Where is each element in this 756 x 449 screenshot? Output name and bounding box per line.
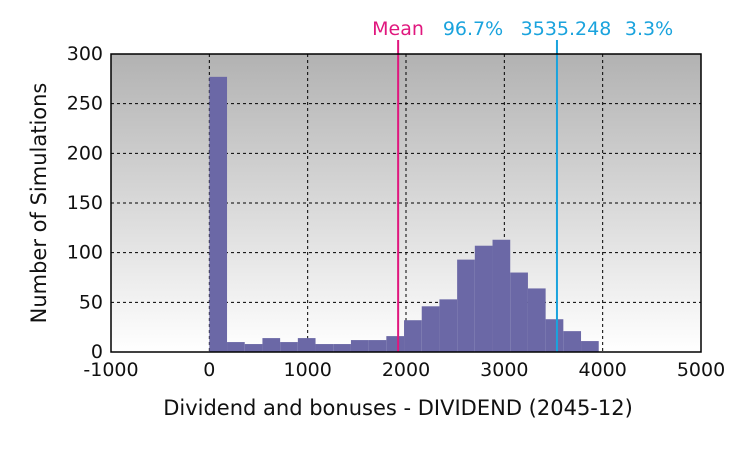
histogram-bar (209, 76, 228, 352)
marker-lines (397, 40, 558, 352)
histogram-bar (510, 272, 528, 352)
y-tick-label: 50 (79, 291, 103, 313)
mean-label: Mean (372, 18, 424, 40)
histogram-bar (244, 344, 263, 352)
x-tick-label: 1000 (283, 359, 331, 381)
bars (209, 76, 599, 352)
x-axis-ticks: -1000 0 1000 2000 3000 4000 5000 (83, 359, 725, 381)
histogram-bar (404, 320, 422, 352)
plot-frame (110, 53, 702, 353)
histogram-bar (227, 342, 245, 352)
histogram-bar (297, 338, 316, 352)
histogram-bar (439, 299, 458, 352)
x-tick-label: 0 (203, 359, 215, 381)
y-tick-label: 200 (67, 142, 103, 164)
histogram-bar (280, 342, 298, 352)
histogram-bar (527, 288, 546, 352)
x-tick-label: 5000 (677, 359, 725, 381)
histogram-bar (581, 341, 599, 352)
histogram-bar (315, 344, 334, 352)
x-tick-label: -1000 (83, 359, 138, 381)
histogram-bar (492, 239, 511, 352)
y-tick-label: 150 (67, 192, 103, 214)
histogram-bar (457, 259, 475, 352)
histogram-bar (386, 336, 405, 352)
histogram-bar (421, 306, 440, 352)
x-tick-label: 2000 (382, 359, 430, 381)
y-tick-label: 250 (67, 93, 103, 115)
histogram-bar (368, 340, 387, 352)
y-tick-label: 300 (67, 43, 103, 65)
x-axis-label: Dividend and bonuses - DIVIDEND (2045-12… (163, 396, 633, 420)
x-tick-label: 4000 (578, 359, 626, 381)
y-tick-label: 100 (67, 242, 103, 264)
x-tick-label: 3000 (480, 359, 528, 381)
threshold-value-label: 3535.248 (521, 18, 612, 40)
y-axis-ticks: 0 50 100 150 200 250 300 (67, 43, 103, 363)
histogram-bar (563, 331, 582, 352)
histogram-bar (474, 245, 493, 352)
histogram-bar (262, 338, 281, 352)
left-percent-label: 96.7% (443, 18, 503, 40)
histogram-bar (333, 344, 351, 352)
y-tick-label: 0 (91, 341, 103, 363)
histogram-bar (545, 319, 564, 352)
histogram-bar (350, 340, 369, 352)
y-axis-label: Number of Simulations (27, 83, 51, 324)
right-percent-label: 3.3% (625, 18, 673, 40)
